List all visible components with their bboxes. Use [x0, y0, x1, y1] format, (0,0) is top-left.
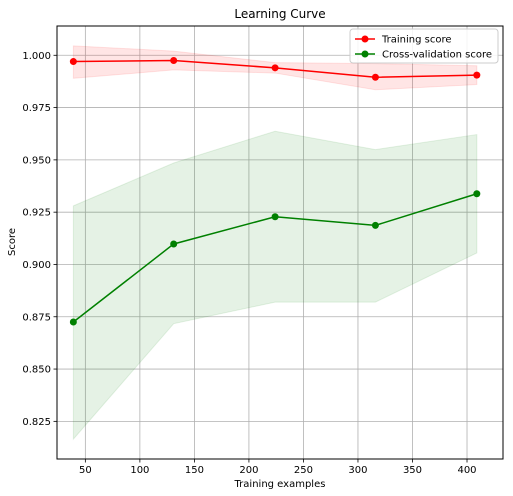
y-tick-label: 0.875 [22, 312, 51, 323]
x-tick-label: 50 [79, 465, 92, 476]
grid-lines [57, 26, 503, 459]
legend-label: Training score [381, 35, 452, 46]
y-axis-label: Score [7, 228, 18, 256]
y-tick-label: 1.000 [22, 51, 51, 62]
series-1-point [271, 213, 279, 221]
series-points [69, 57, 481, 326]
plot-area-frame [56, 25, 504, 460]
y-axis-ticks: 0.825 0.850 0.875 0.900 0.925 0.950 0.975 1.000 [22, 51, 57, 428]
legend-swatch-marker [361, 50, 369, 58]
y-tick-label: 0.950 [22, 155, 51, 166]
y-tick-label: 0.975 [22, 103, 51, 114]
x-tick-label: 400 [457, 465, 476, 476]
y-tick-label: 0.850 [22, 365, 51, 376]
legend-swatch-marker [361, 35, 369, 43]
x-tick-label: 350 [403, 465, 422, 476]
x-axis-label: Training examples [234, 479, 326, 490]
chart-title: Learning Curve [234, 7, 325, 21]
x-tick-label: 250 [294, 465, 313, 476]
y-tick-label: 0.900 [22, 260, 51, 271]
series-0-point [69, 58, 77, 66]
series-1-point [69, 318, 77, 326]
series-0-point [371, 73, 379, 81]
y-tick-label: 0.825 [22, 417, 51, 428]
y-tick-label: 0.925 [22, 208, 51, 219]
x-tick-label: 200 [239, 465, 258, 476]
x-tick-label: 150 [185, 465, 204, 476]
series-1-point [473, 190, 481, 198]
series-1-confidence-band [72, 130, 478, 441]
x-tick-label: 100 [130, 465, 149, 476]
legend-label: Cross-validation score [382, 50, 492, 61]
x-axis-ticks: 50 100 150 200 250 300 350 400 [79, 459, 477, 476]
series-0-point [271, 64, 279, 72]
series-0-point [473, 71, 481, 79]
legend-box [349, 28, 499, 64]
series-1-point [170, 240, 178, 248]
series-0-point [170, 57, 178, 65]
legend: Training score Cross-validation score [349, 28, 499, 64]
x-tick-label: 300 [348, 465, 367, 476]
series-1-point [371, 221, 379, 229]
